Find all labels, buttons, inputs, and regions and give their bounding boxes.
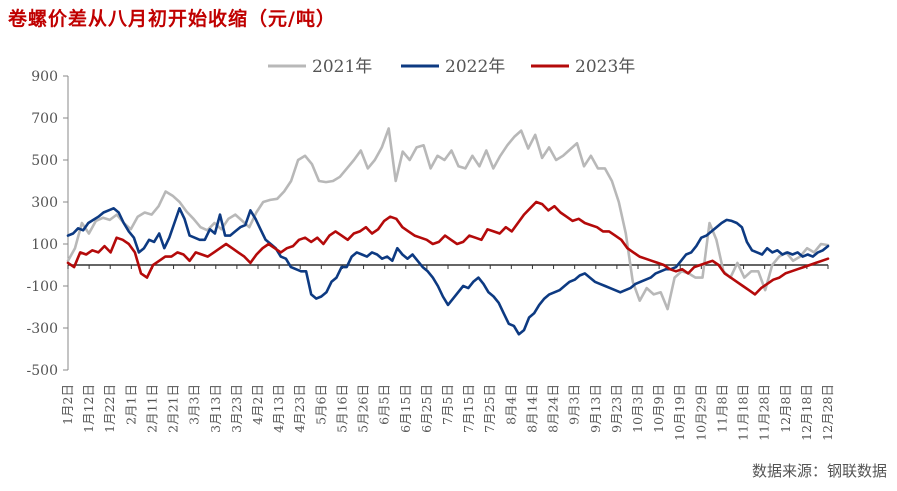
x-tick-label: 11月8日 xyxy=(714,384,729,433)
x-tick-label: 10月19日 xyxy=(672,384,687,441)
y-tick-label: 500 xyxy=(31,153,58,169)
x-tick-label: 10月3日 xyxy=(630,384,645,433)
y-tick-label: -300 xyxy=(27,321,58,337)
legend-label: 2022年 xyxy=(445,57,505,77)
chart-axes: -500 -300 -100 100 300 500 700 900 1月2日 1月12日 1月22… xyxy=(27,69,835,441)
x-tick-label: 7月25日 xyxy=(482,384,497,433)
x-tick-label: 9月3日 xyxy=(567,384,582,425)
x-tick-label: 6月5日 xyxy=(377,384,392,425)
y-tick-label: -100 xyxy=(27,279,58,295)
x-tick-label: 4月13日 xyxy=(271,384,286,433)
data-source-note: 数据来源：钢联数据 xyxy=(751,462,887,480)
x-tick-label: 7月5日 xyxy=(440,384,455,425)
chart-legend: 2021年 2022年 2023年 xyxy=(268,57,635,77)
series-line-2 xyxy=(66,207,830,336)
x-tick-label: 3月3日 xyxy=(187,384,202,425)
x-tick-label: 11月18日 xyxy=(736,384,751,441)
x-tick-label: 3月13日 xyxy=(208,384,223,433)
x-tick-label: 8月14日 xyxy=(524,384,539,433)
x-tick-label: 5月26日 xyxy=(356,384,371,433)
x-tick-label: 5月6日 xyxy=(313,384,328,425)
x-tick-label: 4月23日 xyxy=(292,384,307,433)
x-tick-label: 12月8日 xyxy=(778,384,793,433)
x-tick-label: 8月24日 xyxy=(546,384,561,433)
x-tick-label: 9月13日 xyxy=(588,384,603,433)
x-tick-label: 1月22日 xyxy=(102,384,117,433)
x-tick-label: 2月11日 xyxy=(144,384,159,433)
x-tick-label: 2月1日 xyxy=(123,384,138,425)
y-tick-label: -500 xyxy=(27,363,58,379)
series-line-1 xyxy=(66,127,830,311)
x-tick-label: 12月18日 xyxy=(799,384,814,441)
legend-label: 2023年 xyxy=(575,57,635,77)
x-tick-label: 6月25日 xyxy=(419,384,434,433)
legend-label: 2021年 xyxy=(312,57,372,77)
x-tick-label: 10月9日 xyxy=(651,384,666,433)
y-tick-label: 100 xyxy=(31,237,58,253)
x-tick-label: 5月16日 xyxy=(334,384,349,433)
chart-series xyxy=(66,127,830,336)
x-tick-label: 10月29日 xyxy=(693,384,708,441)
x-tick-label: 8月4日 xyxy=(503,384,518,425)
y-tick-label: 300 xyxy=(31,195,58,211)
chart-title: 卷螺价差从八月初开始收缩（元/吨） xyxy=(8,8,336,30)
x-tick-label: 6月15日 xyxy=(398,384,413,433)
y-tick-label: 700 xyxy=(31,111,58,127)
x-tick-label: 2月21日 xyxy=(166,384,181,433)
x-tick-label: 7月15日 xyxy=(461,384,476,433)
x-tick-label: 1月2日 xyxy=(60,384,75,425)
x-tick-label: 3月23日 xyxy=(229,384,244,433)
x-tick-label: 9月23日 xyxy=(609,384,624,433)
x-tick-label: 11月28日 xyxy=(757,384,772,441)
x-tick-label: 12月28日 xyxy=(820,384,835,441)
x-tick-label: 4月2日 xyxy=(250,384,265,425)
x-tick-label: 1月12日 xyxy=(81,384,96,433)
y-tick-label: 900 xyxy=(31,69,58,85)
series-line-3 xyxy=(66,200,830,296)
